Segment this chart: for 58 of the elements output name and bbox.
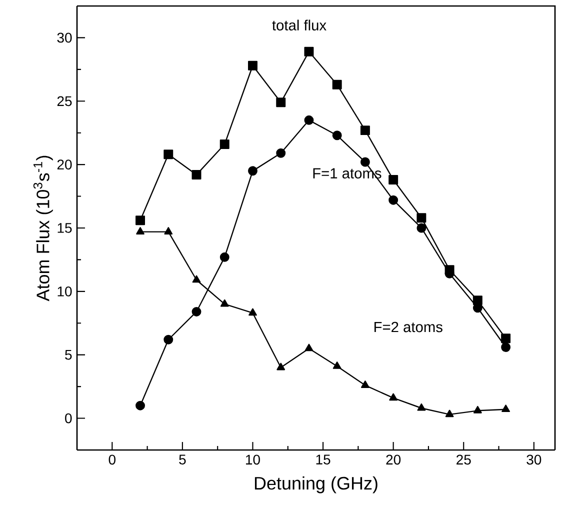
point [388,175,398,185]
x-tick-label: 15 [316,454,330,464]
point [360,157,370,167]
point [136,227,144,234]
point [360,126,370,136]
y-tick-label: 30 [57,32,72,43]
point [472,296,482,306]
point [332,362,342,369]
point [220,252,230,262]
point [276,148,286,158]
point [332,130,342,140]
x-tick-label: 25 [456,454,471,465]
point [304,115,314,125]
x-tick-label: 0 [108,454,116,465]
point [248,60,258,70]
point [502,404,510,412]
point [192,275,201,283]
point [276,98,286,108]
point [445,410,454,418]
x-tick-label: 30 [526,454,542,465]
point [192,306,202,316]
annotation: total flux [272,20,326,30]
x-tick-label: 10 [246,454,260,465]
point [332,80,342,90]
point [164,227,173,234]
y-tick-label: 5 [65,350,72,360]
annotation: F=2 atoms [374,322,442,332]
y-tick-label: 20 [57,160,72,170]
y-tick-label: 0 [65,413,72,424]
point [192,170,202,180]
point [304,46,314,56]
y-tick-label: 25 [57,96,72,106]
x-tick-label: 5 [179,454,186,464]
point [417,403,426,411]
point [361,380,370,388]
point [416,223,426,233]
point [136,400,145,410]
point [220,140,230,149]
point [136,216,145,226]
point [416,213,426,223]
point [473,406,482,414]
x-axis-title: Detuning (GHz) [254,476,378,494]
y-axis-title: Atom Flux (10$^{3}$s$^{-1}$) [33,156,53,302]
point [444,265,454,275]
point [501,334,511,344]
point [220,299,229,307]
point [248,308,257,316]
point [388,195,398,205]
point [501,342,511,352]
x-tick-label: 20 [386,454,401,465]
point [248,166,258,176]
point [304,344,314,352]
point [164,334,174,344]
y-tick-label: 15 [58,223,72,233]
point [389,393,398,401]
point [164,150,174,160]
point [276,362,286,370]
y-tick-label: 10 [58,286,72,296]
